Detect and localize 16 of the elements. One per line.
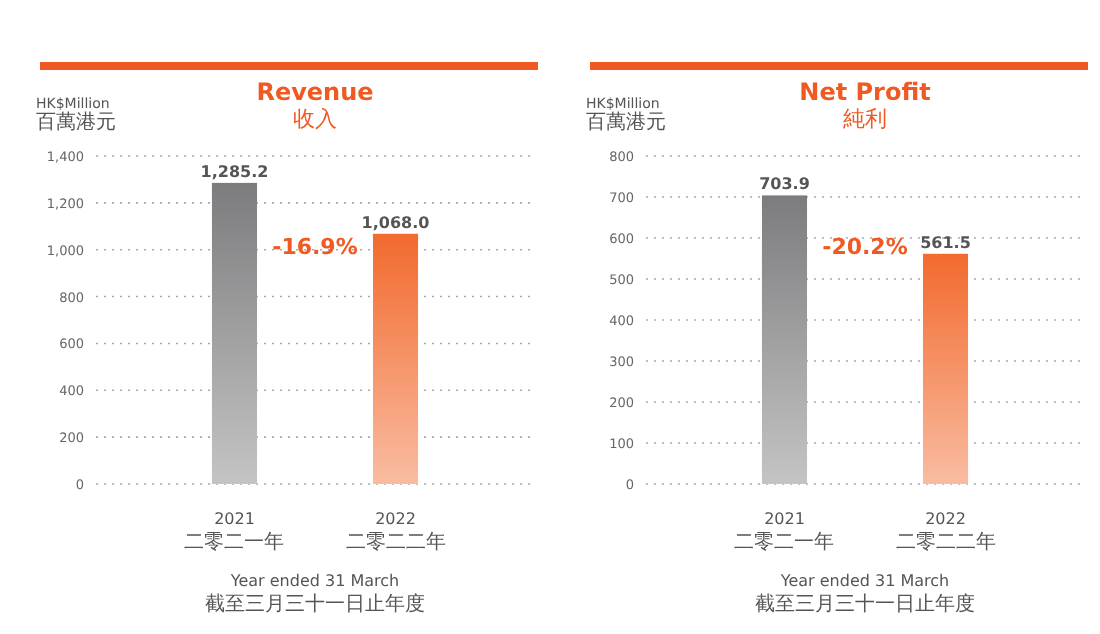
chart-subtitle: 收入 [293,106,337,132]
chart-title: Net Profit [799,78,932,106]
x-tick-label: 2022 二零二二年 [895,510,996,554]
data-label: 1,068.0 [361,213,431,232]
data-label: 1,285.2 [200,162,269,181]
x-tick-label: 2022 二零二二年 [345,510,446,554]
x-axis-title: Year ended 31 March 截至三月三十一日止年度 [205,572,425,616]
chart-subtitle: 純利 [843,106,887,132]
data-label: 561.5 [920,233,972,252]
data-label: 703.9 [759,175,811,194]
annotation: -16.9% [272,234,358,261]
annotation: -20.2% [822,234,908,261]
chart-title: Revenue [256,78,374,106]
x-axis-title: Year ended 31 March 截至三月三十一日止年度 [755,572,975,616]
x-tick-label: 2021 二零二一年 [184,510,285,554]
x-tick-label: 2021 二零二一年 [734,510,835,554]
